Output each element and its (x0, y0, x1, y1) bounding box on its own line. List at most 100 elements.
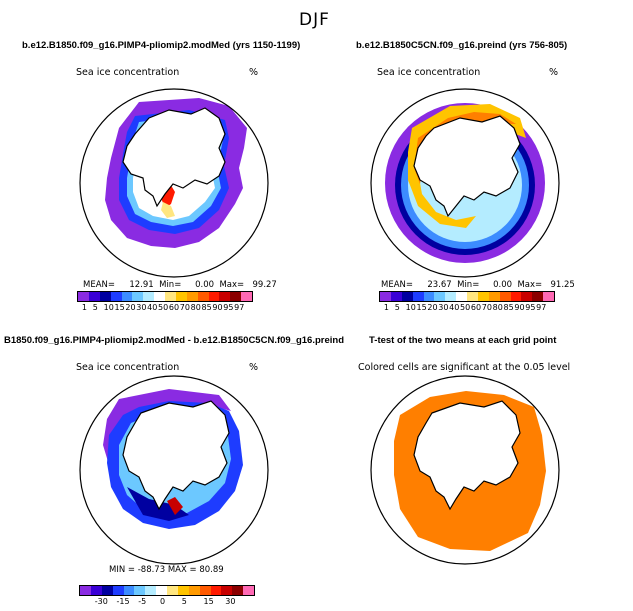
antarctica-land (413, 400, 521, 511)
colorbar-swatch (401, 292, 413, 301)
antarctica-land (122, 400, 230, 511)
colorbar-swatch (467, 292, 478, 301)
colorbar-swatch (510, 292, 522, 301)
polar-map-bottom-right (370, 375, 560, 565)
colorbar-tick-label: 30 (225, 597, 236, 606)
colorbar-swatch (197, 292, 209, 301)
units-label-top-left: % (249, 67, 259, 78)
colorbar-swatch (219, 292, 231, 301)
colorbar-tick-label: 97 (234, 303, 245, 312)
colorbar-tick-label: 5 (181, 597, 187, 606)
mean-value: 12.91 (129, 280, 154, 290)
stats-top-right: MEAN= 23.67 Min= 0.00 Max= 91.25 (381, 280, 575, 290)
stats-top-left: MEAN= 12.91 Min= 0.00 Max= 99.27 (83, 280, 277, 290)
mean-label: MEAN= (83, 280, 115, 290)
colorbar-swatch (143, 292, 155, 301)
colorbar-swatch (243, 586, 254, 595)
colorbar-swatch (521, 292, 533, 301)
colorbar-swatch (423, 292, 435, 301)
min-label: Min= (457, 280, 480, 290)
colorbar-swatch (208, 292, 220, 301)
antarctica-land (122, 107, 226, 208)
colorbar-tick-label: 60 (470, 303, 482, 312)
ice-warm-band (408, 104, 526, 228)
colorbar-swatch (167, 586, 178, 595)
colorbar-swatch (145, 586, 157, 595)
colorbar-tick-label: 5 (92, 303, 98, 312)
colorbar-swatch (121, 292, 133, 301)
colorbar-swatch (488, 292, 500, 301)
colorbar-tick-label: 90 (212, 303, 223, 312)
colorbar-swatch (543, 292, 554, 301)
colorbar-bottom-left (79, 585, 255, 596)
variable-label-top-right: Sea ice concentration (377, 67, 481, 78)
colorbar-swatch (156, 586, 167, 595)
colorbar-swatch (110, 292, 122, 301)
colorbar-tick-label: 1 (383, 303, 389, 312)
colorbar-swatch (477, 292, 489, 301)
min-value: 0.00 (493, 280, 513, 290)
colorbar-swatch (241, 292, 252, 301)
antarctica-land (413, 115, 521, 218)
max-value: 91.25 (550, 280, 575, 290)
colorbar-swatch (80, 586, 91, 595)
colorbar-tick-label: 60 (168, 303, 180, 312)
colorbar-swatch (390, 292, 402, 301)
colorbar-tick-label: 95 (223, 303, 234, 312)
colorbar-tick-label: -5 (138, 597, 147, 606)
colorbar-swatch (434, 292, 446, 301)
colorbar-swatch (532, 292, 544, 301)
colorbar-tick-label: 10 (103, 303, 114, 312)
colorbar-swatch (134, 586, 146, 595)
colorbar-tick-label: -30 (94, 597, 108, 606)
colorbar-swatch (165, 292, 176, 301)
variable-label-bottom-left: Sea ice concentration (76, 362, 180, 373)
colorbar-tick-label: 20 (427, 303, 438, 312)
units-label-bottom-left: % (249, 362, 259, 373)
figure-title: DJF (299, 10, 330, 30)
colorbar-tick-label: 85 (503, 303, 514, 312)
colorbar-swatch (101, 586, 113, 595)
colorbar-swatch (445, 292, 457, 301)
colorbar-top-right (379, 291, 555, 302)
colorbar-tick-label: 95 (525, 303, 536, 312)
colorbar-swatch (132, 292, 144, 301)
colorbar-tick-label: 15 (114, 303, 125, 312)
significance-note: Colored cells are significant at the 0.0… (358, 362, 571, 373)
colorbar-tick-label: 10 (405, 303, 416, 312)
colorbar-swatch (210, 586, 222, 595)
colorbar-swatch (380, 292, 391, 301)
colorbar-tick-label: 15 (203, 597, 214, 606)
colorbar-tick-label: 20 (125, 303, 136, 312)
max-label: Max= (219, 280, 245, 290)
colorbar-tick-label: 30 (438, 303, 449, 312)
colorbar-swatch (230, 292, 242, 301)
colorbar-swatch (412, 292, 424, 301)
colorbar-swatch (99, 292, 111, 301)
colorbar-tick-label: 40 (147, 303, 158, 312)
colorbar-tick-label: 80 (190, 303, 201, 312)
colorbar-swatch (88, 292, 100, 301)
min-label: Min= (159, 280, 182, 290)
colorbar-swatch (112, 586, 124, 595)
colorbar-tick-label: 30 (136, 303, 147, 312)
stats-bottom-left: MIN = -88.73 MAX = 80.89 (109, 565, 224, 575)
colorbar-swatch (177, 586, 189, 595)
colorbar-tick-label: 5 (394, 303, 400, 312)
colorbar-swatch (186, 292, 198, 301)
max-value: 99.27 (252, 280, 277, 290)
colorbar-swatch (199, 586, 211, 595)
colorbar-swatch (90, 586, 102, 595)
diff-red (167, 497, 183, 515)
colorbar-tick-label: 50 (158, 303, 169, 312)
variable-label-top-left: Sea ice concentration (76, 67, 180, 78)
colorbar-tick-label: 0 (160, 597, 166, 606)
polar-map-top-left (79, 88, 269, 278)
colorbar-labels-top-left: 1 5 10 15 20 30 40 50 60 70 80 85 90 95 97 (77, 303, 251, 313)
colorbar-tick-label: 90 (514, 303, 525, 312)
colorbar-tick-label: 97 (536, 303, 547, 312)
colorbar-tick-label: 50 (460, 303, 471, 312)
polar-map-top-right (370, 88, 560, 278)
panel-title-top-right: b.e12.B1850C5CN.f09_g16.preind (yrs 756-… (356, 40, 568, 51)
min-value: 0.00 (195, 280, 215, 290)
